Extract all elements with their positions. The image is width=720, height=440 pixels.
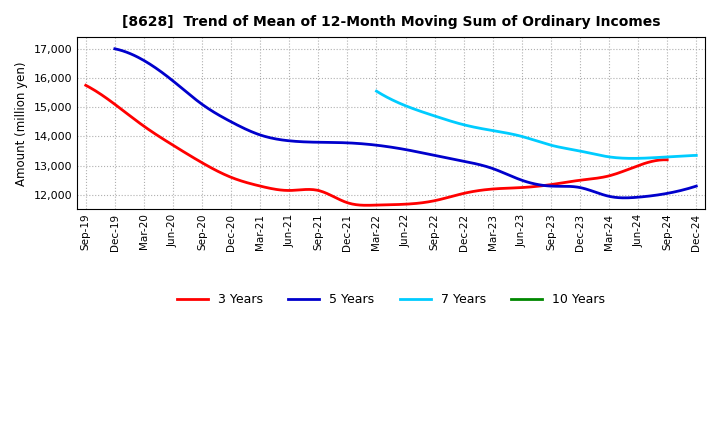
3 Years (439, 196, 448, 201)
5 Years (110, 46, 119, 51)
3 Years (361, 203, 370, 208)
5 Years (112, 47, 121, 52)
7 Years (562, 146, 571, 151)
7 Years (372, 88, 381, 94)
3 Years (611, 172, 619, 177)
Title: [8628]  Trend of Mean of 12-Month Moving Sum of Ordinary Incomes: [8628] Trend of Mean of 12-Month Moving … (122, 15, 660, 29)
7 Years (692, 153, 701, 158)
5 Years (620, 195, 629, 201)
3 Years (430, 198, 438, 203)
7 Years (663, 154, 672, 160)
7 Years (373, 89, 382, 95)
3 Years (573, 178, 582, 183)
Y-axis label: Amount (million yen): Amount (million yen) (15, 61, 28, 186)
3 Years (84, 84, 92, 89)
3 Years (81, 83, 90, 88)
7 Years (562, 146, 570, 151)
7 Years (643, 155, 652, 161)
5 Years (467, 160, 475, 165)
5 Years (639, 194, 648, 199)
7 Years (629, 156, 637, 161)
Line: 7 Years: 7 Years (377, 91, 696, 158)
3 Years (428, 198, 436, 204)
5 Years (600, 193, 609, 198)
5 Years (455, 158, 464, 163)
Line: 5 Years: 5 Years (114, 49, 696, 198)
Legend: 3 Years, 5 Years, 7 Years, 10 Years: 3 Years, 5 Years, 7 Years, 10 Years (172, 288, 610, 311)
7 Years (568, 147, 577, 152)
Line: 3 Years: 3 Years (86, 85, 667, 205)
3 Years (663, 157, 672, 162)
5 Years (692, 183, 701, 189)
5 Years (456, 158, 465, 163)
